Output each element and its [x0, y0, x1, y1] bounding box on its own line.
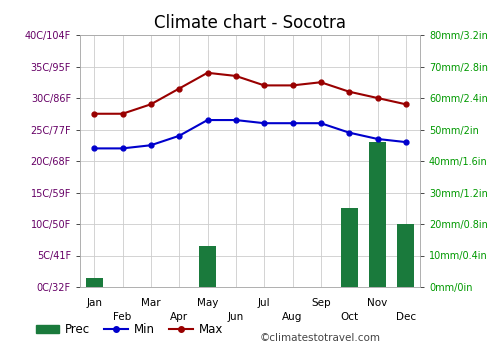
Text: May: May	[197, 298, 218, 308]
Text: Dec: Dec	[396, 312, 416, 322]
Bar	[340, 208, 357, 287]
Text: Jul: Jul	[258, 298, 270, 308]
Text: Mar: Mar	[141, 298, 161, 308]
Bar	[398, 224, 414, 287]
Text: Oct: Oct	[340, 312, 358, 322]
Text: Jun: Jun	[228, 312, 244, 322]
Bar	[86, 278, 102, 287]
Bar	[369, 142, 386, 287]
Bar	[199, 246, 216, 287]
Title: Climate chart - Socotra: Climate chart - Socotra	[154, 14, 346, 32]
Text: Apr: Apr	[170, 312, 188, 322]
Text: Feb: Feb	[114, 312, 132, 322]
Legend: Prec, Min, Max: Prec, Min, Max	[31, 318, 228, 341]
Text: ©climatestotravel.com: ©climatestotravel.com	[260, 333, 381, 343]
Text: Aug: Aug	[282, 312, 302, 322]
Text: Jan: Jan	[86, 298, 102, 308]
Text: Sep: Sep	[311, 298, 330, 308]
Text: Nov: Nov	[368, 298, 388, 308]
